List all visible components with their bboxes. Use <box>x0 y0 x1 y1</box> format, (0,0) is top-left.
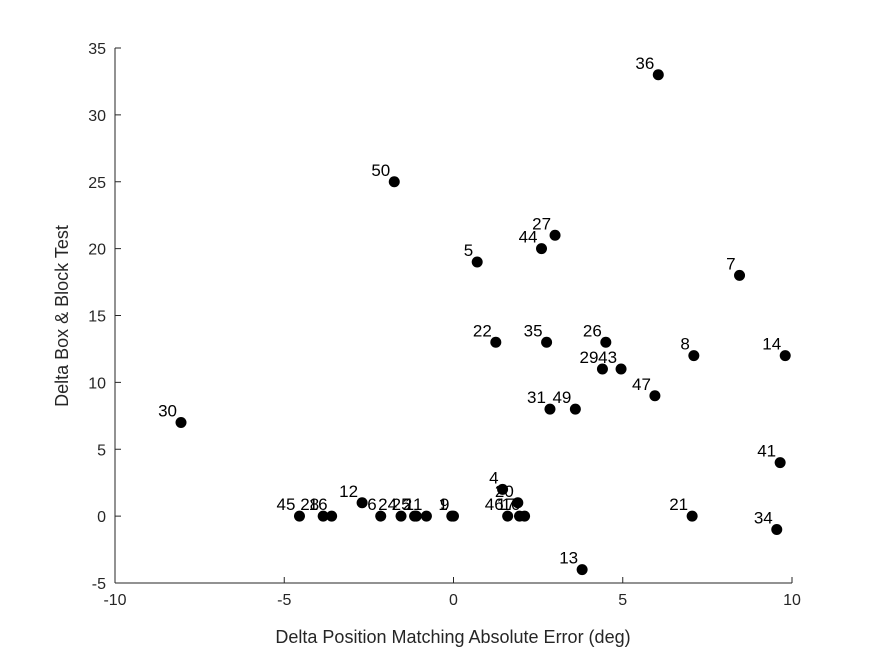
data-point <box>688 350 700 362</box>
data-point <box>649 390 661 402</box>
data-point <box>490 336 502 348</box>
data-point <box>420 510 432 522</box>
data-point-label: 10 <box>502 495 521 514</box>
data-point-label: 45 <box>277 495 296 514</box>
data-point-label: 20 <box>495 482 514 501</box>
data-point <box>388 176 400 188</box>
data-point <box>549 229 561 241</box>
data-point <box>779 350 791 362</box>
y-tick-label: 10 <box>88 375 106 392</box>
data-point <box>317 510 329 522</box>
data-point-label: 44 <box>519 228 538 247</box>
data-point-label: 30 <box>158 402 177 421</box>
data-point <box>471 256 483 268</box>
x-tick-label: 10 <box>783 592 801 609</box>
data-point-label: 11 <box>405 495 423 514</box>
data-point-label: 34 <box>754 509 773 528</box>
data-point-label: 27 <box>532 214 551 233</box>
data-point-label: 28 <box>300 495 319 514</box>
y-tick-label: 30 <box>88 108 106 125</box>
x-tick-label: -5 <box>277 592 291 609</box>
data-point <box>448 510 459 522</box>
data-point-label: 17 <box>497 495 516 514</box>
data-point <box>541 336 553 348</box>
y-tick-label: 5 <box>97 442 106 459</box>
data-point-label: 5 <box>464 241 473 260</box>
y-tick-label: 15 <box>88 309 106 326</box>
data-point-label: 26 <box>583 321 602 340</box>
data-point-label: 46 <box>485 495 504 514</box>
data-point-label: 49 <box>552 388 571 407</box>
data-point <box>375 510 387 522</box>
data-point-label: 7 <box>726 254 735 273</box>
data-point <box>686 510 698 522</box>
data-point-label: 50 <box>371 161 390 180</box>
data-point-label: 4 <box>489 468 498 487</box>
x-tick-label: 0 <box>449 592 458 609</box>
data-point <box>774 457 786 469</box>
data-point <box>600 336 612 348</box>
data-point-label: 16 <box>309 495 328 514</box>
data-point <box>519 510 531 522</box>
y-tick-label: 25 <box>88 175 106 192</box>
y-axis-label: Delta Box & Block Test <box>52 225 72 407</box>
y-tick-label: 20 <box>88 242 106 259</box>
data-point <box>536 243 548 255</box>
data-point <box>734 269 746 281</box>
x-tick-label: -10 <box>103 592 126 609</box>
data-point <box>596 363 608 375</box>
data-point <box>502 510 514 522</box>
data-point <box>293 510 305 522</box>
data-point-label: 9 <box>440 495 449 514</box>
data-point-label: 25 <box>392 495 411 514</box>
data-point-label: 6 <box>367 495 376 514</box>
data-point-label: 14 <box>762 335 781 354</box>
data-point-label: 21 <box>669 495 688 514</box>
data-point <box>576 564 588 576</box>
data-point-label: 41 <box>757 442 776 461</box>
x-tick-label: 5 <box>618 592 627 609</box>
data-point-label: 1 <box>438 495 447 514</box>
data-point <box>356 497 368 509</box>
data-point-label: 2 <box>403 495 412 514</box>
y-tick-label: 0 <box>97 509 106 526</box>
y-tick-label: -5 <box>92 576 106 593</box>
data-point-label: 35 <box>524 321 543 340</box>
data-point-label: 36 <box>635 54 654 73</box>
data-point-label: 43 <box>598 348 617 367</box>
data-point-label: 12 <box>339 482 358 501</box>
data-point-label: 31 <box>527 388 546 407</box>
data-point <box>615 363 627 375</box>
x-axis-label: Delta Position Matching Absolute Error (… <box>275 627 630 647</box>
data-point-label: 24 <box>378 495 397 514</box>
data-point-label: 13 <box>559 549 578 568</box>
data-point <box>544 403 556 415</box>
data-point <box>326 510 338 522</box>
data-point-label: 8 <box>680 335 689 354</box>
data-point <box>497 483 509 495</box>
data-point-label: 29 <box>580 348 599 367</box>
data-point-label: 47 <box>632 375 651 394</box>
data-point <box>652 69 664 81</box>
data-point <box>175 417 187 428</box>
data-point <box>512 497 524 509</box>
data-point <box>771 524 783 535</box>
data-point <box>395 510 407 522</box>
data-point <box>410 510 422 522</box>
y-tick-label: 35 <box>88 41 106 58</box>
data-point-label: 22 <box>473 321 492 340</box>
data-point <box>569 403 581 415</box>
